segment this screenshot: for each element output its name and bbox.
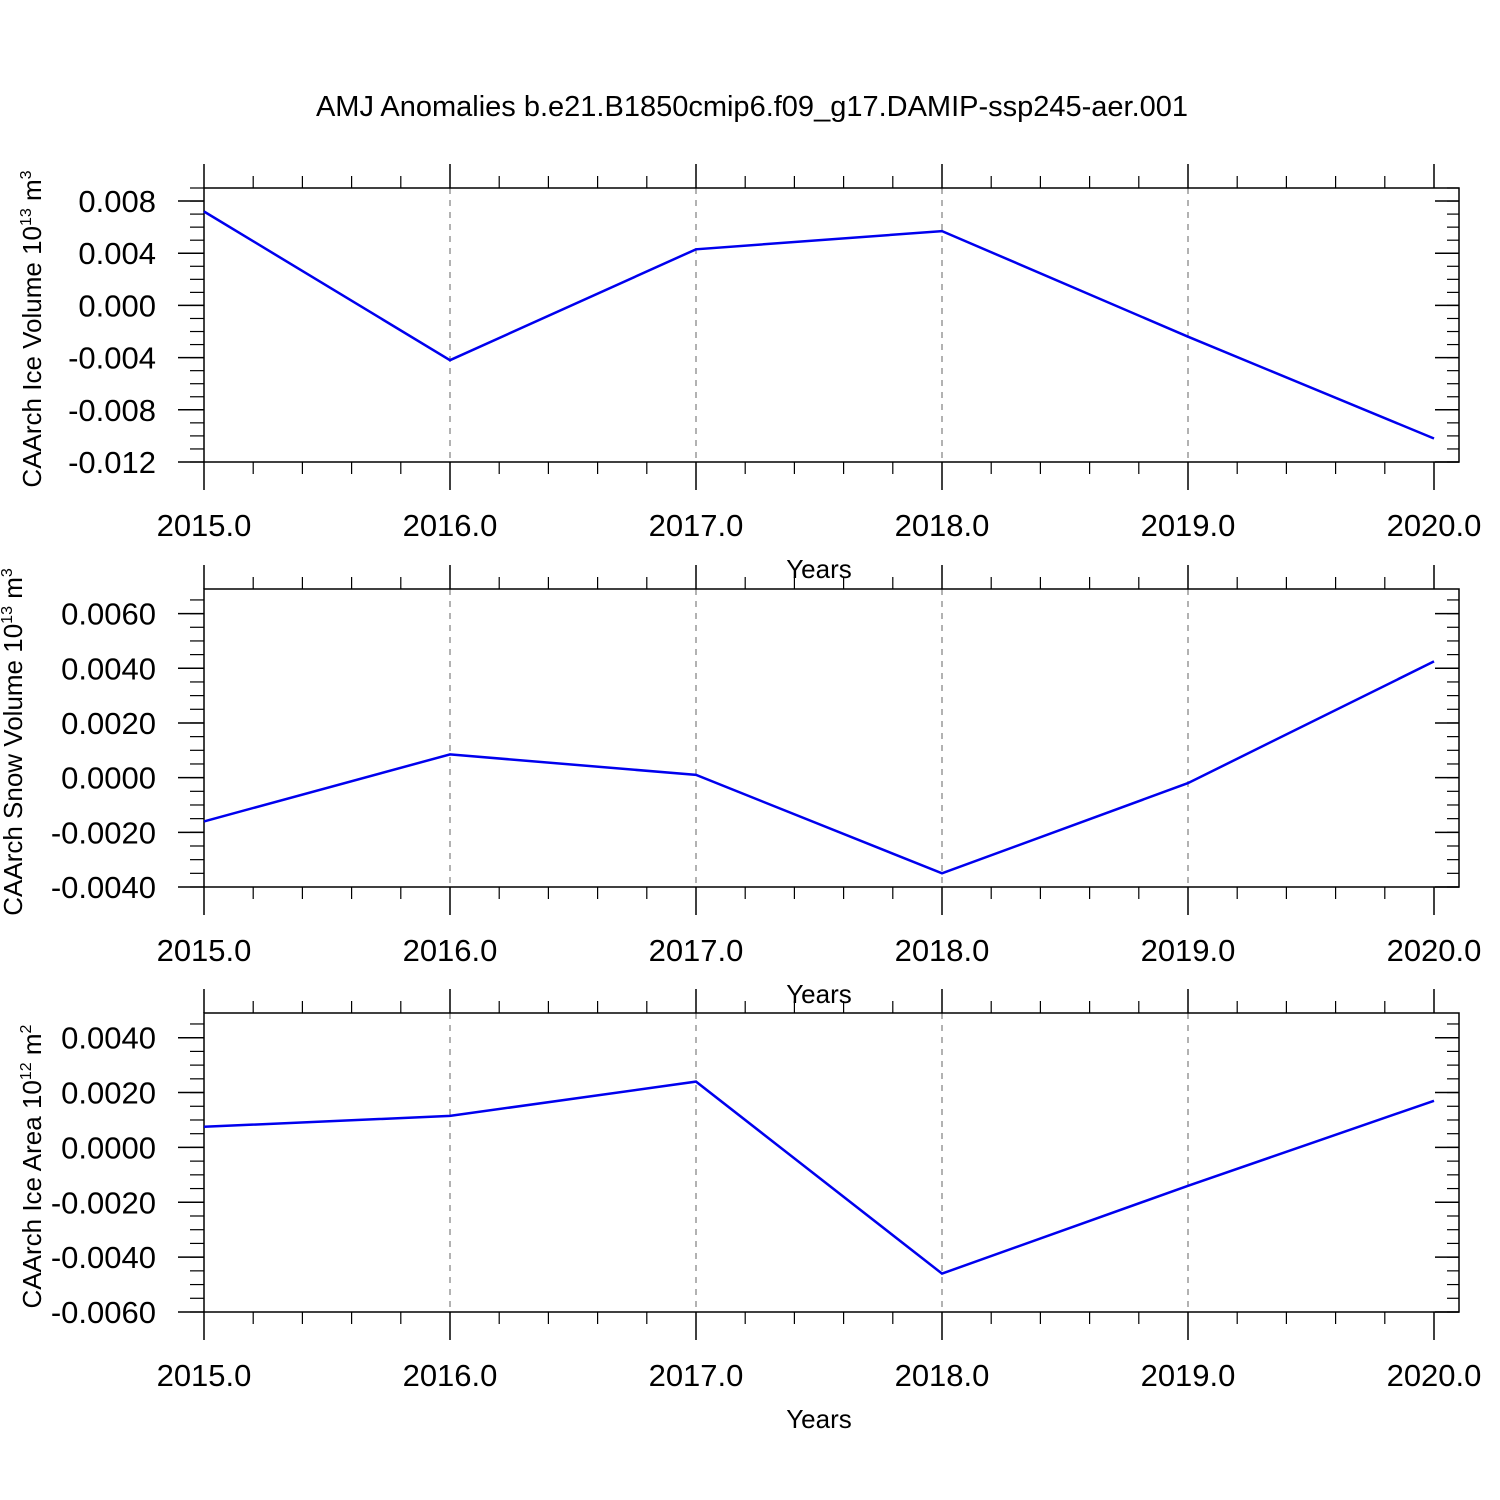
y-tick-label: 0.0000: [61, 1130, 156, 1165]
y-label-text: CAArch Snow Volume 10: [0, 624, 28, 916]
x-tick-label: 2020.0: [1387, 933, 1482, 968]
y-axis-label: CAArch Ice Volume 1013 m3: [17, 170, 47, 487]
plot-frame: [203, 588, 1460, 888]
x-tick-label: 2019.0: [1141, 1358, 1236, 1393]
plot-frame: [203, 1012, 1460, 1313]
panel-1: 2015.0 2016.0 2017.0 2018.0 2019.0 2020.0 0.00…: [17, 164, 1481, 584]
x-tick-label: 2015.0: [157, 1358, 252, 1393]
y-tick-label: -0.012: [68, 445, 156, 480]
series-line: [203, 660, 1435, 875]
y-tick-label: 0.0060: [61, 597, 156, 632]
x-tick-label: 2020.0: [1387, 508, 1482, 543]
y-tick-label: -0.008: [68, 393, 156, 428]
y-label-unit: m: [0, 577, 28, 606]
plot-frame: [203, 187, 1460, 463]
y-tick-label: -0.0020: [51, 1185, 156, 1220]
y-tick-label: 0.0020: [61, 1076, 156, 1111]
y-tick-label: -0.0040: [51, 870, 156, 905]
x-tick-label: 2020.0: [1387, 1358, 1482, 1393]
x-tick-label: 2015.0: [157, 933, 252, 968]
y-tick-label: 0.0040: [61, 651, 156, 686]
x-tick-label: 2016.0: [403, 508, 498, 543]
y-tick-label: -0.0040: [51, 1240, 156, 1275]
y-tick-label: -0.0060: [51, 1295, 156, 1330]
y-label-unit-exponent: 2: [18, 1024, 35, 1033]
panel-3: 2015.0 2016.0 2017.0 2018.0 2019.0 2020.0 0.00…: [17, 989, 1481, 1434]
x-tick-label: 2017.0: [649, 508, 744, 543]
x-tick-label: 2016.0: [403, 1358, 498, 1393]
y-tick-label: 0.0040: [61, 1021, 156, 1056]
y-label-exponent: 13: [18, 208, 35, 226]
y-label-unit-exponent: 3: [0, 568, 16, 577]
x-tick-label: 2018.0: [895, 508, 990, 543]
y-tick-label: -0.0020: [51, 815, 156, 850]
y-tick-label: 0.0000: [61, 761, 156, 796]
x-axis-label: Years: [786, 979, 852, 1009]
y-label-exponent: 13: [0, 606, 16, 624]
y-tick-label: 0.000: [78, 288, 156, 323]
series-line: [203, 1080, 1435, 1276]
x-axis-label: Years: [786, 1404, 852, 1434]
y-label-unit-exponent: 3: [18, 170, 35, 179]
x-tick-label: 2015.0: [157, 508, 252, 543]
y-axis-label: CAArch Snow Volume 1013 m3: [0, 568, 28, 916]
x-tick-label: 2017.0: [649, 933, 744, 968]
y-tick-label: 0.008: [78, 184, 156, 219]
x-tick-label: 2019.0: [1141, 933, 1236, 968]
x-tick-label: 2016.0: [403, 933, 498, 968]
y-tick-label: 0.0020: [61, 706, 156, 741]
panels: 2015.0 2016.0 2017.0 2018.0 2019.0 2020.0 0.00…: [0, 164, 1481, 1434]
y-label-text: CAArch Ice Area 10: [17, 1080, 47, 1308]
x-axis-label: Years: [786, 554, 852, 584]
x-tick-label: 2019.0: [1141, 508, 1236, 543]
x-tick-label: 2018.0: [895, 933, 990, 968]
y-label-unit: m: [17, 1033, 47, 1062]
x-tick-label: 2017.0: [649, 1358, 744, 1393]
y-label-text: CAArch Ice Volume 10: [17, 226, 47, 488]
x-tick-label: 2018.0: [895, 1358, 990, 1393]
y-tick-label: -0.004: [68, 341, 156, 376]
y-label-exponent: 12: [18, 1062, 35, 1080]
panel-2: 2015.0 2016.0 2017.0 2018.0 2019.0 2020.0 0.00…: [0, 565, 1481, 1009]
series-line: [203, 210, 1435, 440]
y-axis-label: CAArch Ice Area 1012 m2: [17, 1024, 47, 1308]
y-tick-label: 0.004: [78, 236, 156, 271]
y-label-unit: m: [17, 179, 47, 208]
figure-title: AMJ Anomalies b.e21.B1850cmip6.f09_g17.D…: [316, 91, 1188, 123]
